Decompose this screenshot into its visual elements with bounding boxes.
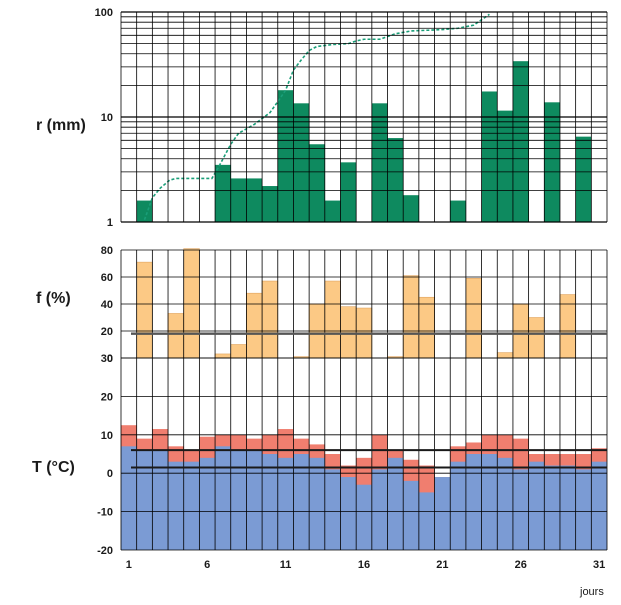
frost-bar [465, 278, 482, 359]
tmin-bar [356, 484, 372, 550]
rain-bar [575, 136, 592, 222]
tmin-bar [559, 465, 576, 550]
frost-tick-label: 20 [101, 326, 113, 338]
tmin-bar [371, 469, 388, 550]
frost-axis-label: f (%) [36, 290, 71, 307]
frost-tick-label: 0 [107, 353, 113, 365]
tmin-bar [591, 461, 607, 550]
tmin-bar [136, 450, 153, 550]
frost-bar [324, 280, 341, 359]
rain-bar [230, 178, 247, 222]
x-tick-label: 16 [358, 559, 370, 571]
frost-bar [528, 317, 545, 359]
cumulative-rain-line [143, 13, 490, 221]
x-axis-label: jours [579, 586, 604, 598]
tmin-bar [481, 454, 498, 550]
rain-bar [403, 195, 419, 222]
tmin-bar [309, 457, 325, 550]
frost-bar [496, 352, 514, 359]
x-tick-label: 26 [515, 559, 527, 571]
tmin-bar [168, 461, 184, 550]
rain-bar [371, 103, 388, 222]
rain-bars [136, 13, 592, 223]
frost-tick-label: 60 [101, 272, 113, 284]
rain-bar [324, 200, 341, 222]
rain-tick-label: 10 [101, 112, 113, 124]
tmin-bar [340, 477, 357, 550]
rain-panel: r (mm) [36, 13, 592, 223]
frost-bar [183, 248, 200, 359]
frost-bar [230, 344, 247, 359]
tmin-bar [575, 469, 592, 550]
temperature-tick-label: -10 [97, 507, 113, 519]
temperature-tick-label: 10 [101, 430, 113, 442]
tmin-bar [152, 450, 169, 550]
tmin-bar [528, 461, 545, 550]
frost-bar [402, 275, 420, 359]
temperature-panel: T (°C) [32, 425, 607, 550]
rain-bar [387, 138, 404, 222]
x-tick-label: 11 [280, 559, 292, 571]
tmin-bar [293, 454, 310, 550]
tmin-bar [262, 454, 278, 550]
tmin-bar [183, 461, 200, 550]
rain-bar [497, 110, 513, 222]
x-tick-label: 1 [126, 559, 132, 571]
frost-bar [214, 353, 232, 359]
tmin-bar [121, 446, 137, 550]
tmin-bar [403, 480, 419, 550]
tmin-bar [512, 469, 529, 550]
tmin-bar [246, 450, 263, 550]
x-tick-label: 21 [436, 559, 448, 571]
tmin-bar [230, 450, 247, 550]
rain-bar [481, 91, 498, 222]
rain-bar [262, 186, 278, 222]
frost-bar [340, 306, 357, 359]
frost-bar [167, 313, 185, 359]
rain-bar [215, 164, 231, 222]
tmin-bar [215, 446, 231, 550]
frost-bar [261, 280, 279, 359]
frost-tick-label: 40 [101, 299, 113, 311]
frost-bar [136, 261, 153, 359]
frost-tick-label: 80 [101, 245, 113, 257]
tmin-bar [465, 454, 482, 550]
tmin-bar [497, 457, 513, 550]
rain-bar [277, 90, 294, 223]
grid [120, 11, 608, 551]
tmin-bar [277, 457, 294, 550]
tmin-bar [324, 469, 341, 550]
rain-bar [309, 144, 325, 222]
frost-panel: f (%) [36, 248, 576, 359]
frost-bar [418, 296, 435, 359]
rain-tick-label: 100 [95, 7, 113, 19]
temperature-tick-label: 30 [101, 353, 113, 365]
tmin-bar [544, 465, 560, 550]
rain-bar [544, 102, 560, 222]
rain-axis-label: r (mm) [36, 117, 86, 134]
tmin-bar [387, 457, 404, 550]
tmin-bar [434, 477, 451, 550]
tmin-bar [450, 461, 466, 550]
tmin-bar [418, 492, 435, 550]
temperature-bars [121, 425, 607, 550]
temperature-tick-label: -20 [97, 545, 113, 557]
frost-bar [246, 292, 263, 359]
tmin-bar [199, 457, 216, 550]
rain-bar [450, 200, 466, 222]
x-tick-label: 31 [593, 559, 605, 571]
rain-bar [136, 200, 153, 222]
rain-tick-label: 1 [107, 217, 113, 229]
temperature-tick-label: 0 [107, 468, 113, 480]
rain-bar [340, 162, 357, 222]
rain-bar [246, 178, 263, 222]
x-tick-label: 6 [204, 559, 210, 571]
temperature-axis-label: T (°C) [32, 459, 75, 476]
rain-bar [293, 103, 310, 222]
temperature-tick-label: 20 [101, 391, 113, 403]
rain-bar [512, 61, 529, 222]
